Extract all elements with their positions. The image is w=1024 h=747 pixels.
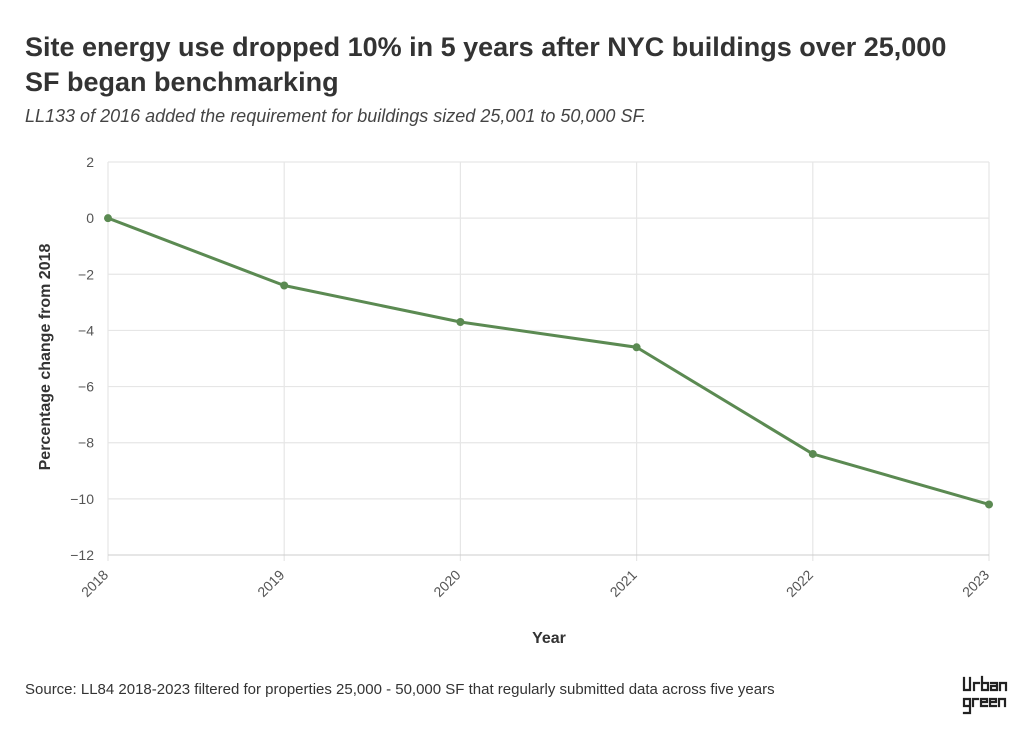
data-point: [808, 449, 817, 458]
y-tick-label: −4: [78, 322, 94, 338]
x-tick-label: 2019: [254, 566, 287, 599]
chart-title: Site energy use dropped 10% in 5 years a…: [25, 32, 947, 97]
grid-lines: [107, 161, 990, 561]
data-point: [104, 214, 112, 223]
x-tick-label: 2020: [430, 566, 463, 599]
data-point: [280, 281, 289, 290]
y-tick-label: −2: [78, 266, 94, 282]
y-tick-label: −8: [78, 435, 94, 451]
y-tick-label: −12: [70, 547, 94, 563]
data-point: [985, 500, 993, 509]
y-tick-label: 2: [86, 154, 94, 170]
source-note: Source: LL84 2018-2023 filtered for prop…: [25, 681, 775, 698]
series-group: [104, 214, 993, 509]
chart-subtitle: LL133 of 2016 added the requirement for …: [25, 106, 647, 126]
series-line: [106, 216, 991, 506]
urban-green-logo: [962, 675, 1008, 715]
y-axis-title: Percentage change from 2018: [37, 244, 54, 471]
line-chart: 2 0 −2 −4 −6 −8 −10 −12 2018 2019 2020 2021 2022 202…: [37, 154, 993, 647]
x-tick-label: 2018: [78, 566, 111, 599]
data-point: [632, 343, 641, 352]
y-tick-label: 0: [86, 210, 94, 226]
x-tick-label: 2022: [783, 566, 816, 599]
x-tick-label: 2023: [959, 566, 992, 599]
x-axis-title: Year: [532, 630, 566, 647]
x-tick-label: 2021: [607, 566, 640, 599]
x-axis-ticks: 2018 2019 2020 2021 2022 2023: [78, 566, 992, 599]
data-point: [456, 318, 465, 327]
y-tick-label: −10: [70, 491, 94, 507]
y-axis-ticks: 2 0 −2 −4 −6 −8 −10 −12: [70, 154, 94, 563]
y-tick-label: −6: [78, 379, 94, 395]
